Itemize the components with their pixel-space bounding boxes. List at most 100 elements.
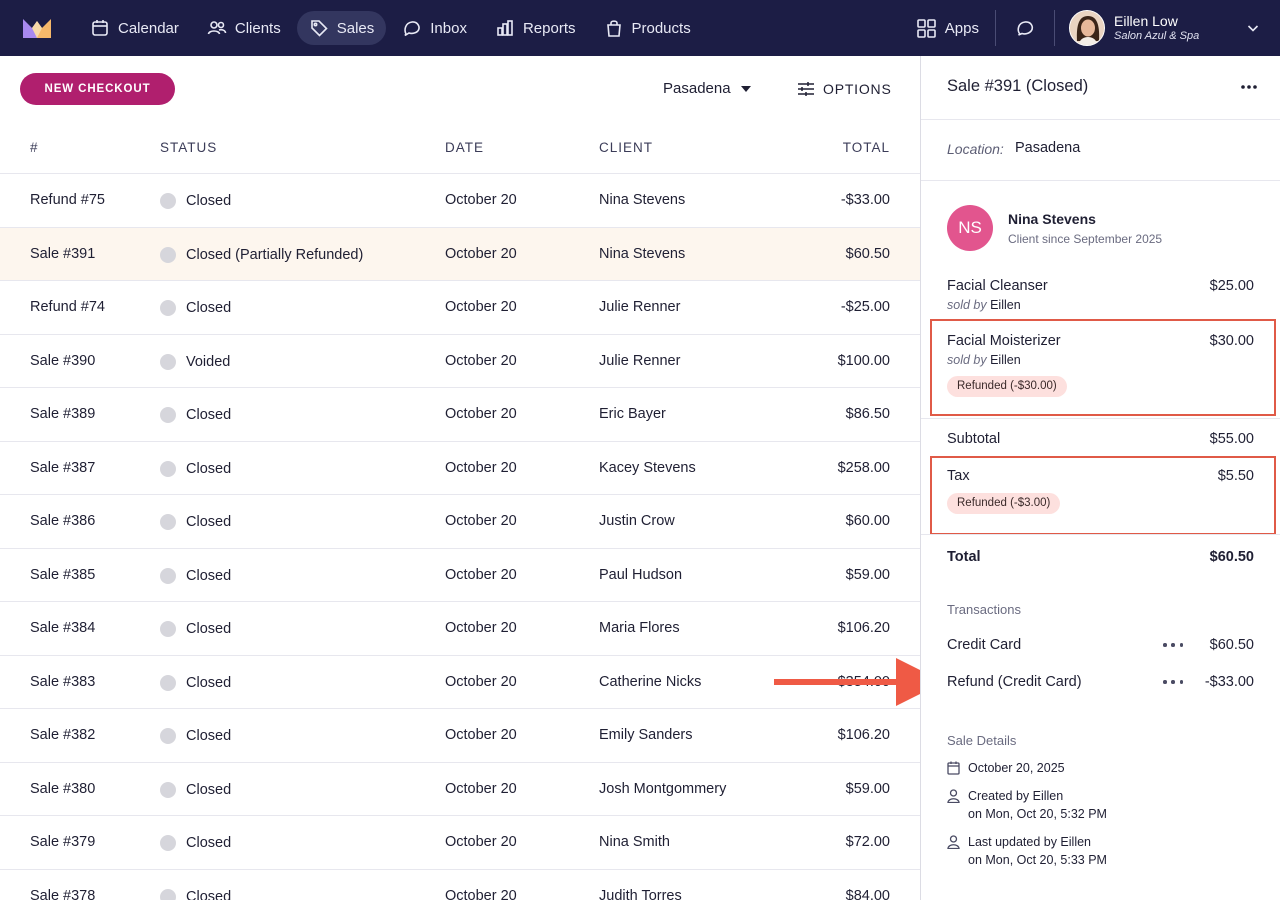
status-dot-icon [160,460,176,477]
transaction-more-button[interactable] [1163,677,1183,687]
detail-location: Location: Pasadena [921,120,1280,181]
column-header-client[interactable]: CLIENT [599,140,654,155]
more-horizontal-icon [1241,85,1257,89]
user-photo-icon [1070,11,1104,45]
table-row[interactable]: Sale #387 Closed October 20 Kacey Stevens $2… [0,442,920,495]
sale-status-label: Closed [186,460,232,477]
nav-reports[interactable]: Reports [483,11,588,45]
column-header-number[interactable]: # [30,140,39,155]
status-dot-icon [160,728,176,744]
sale-total: -$25.00 [840,299,890,315]
subtotal-value: $55.00 [1209,431,1254,447]
sale-date: October 20 [445,192,517,208]
sales-list-pane: NEW CHECKOUT Pasadena OPTIONS # STATUS D… [0,56,944,900]
highlight-box [930,319,1276,416]
column-header-total[interactable]: TOTAL [842,140,890,155]
updated-on-line: on Mon, Oct 20, 5:33 PM [968,853,1107,867]
sale-number: Sale #382 [30,727,96,743]
nav-sales[interactable]: Sales [296,11,387,45]
status-dot-icon [160,514,176,530]
table-row[interactable]: Sale #384 Closed October 20 Maria Flores $10… [0,602,920,656]
location-dropdown-value: Pasadena [663,80,731,97]
transaction-amount: -$33.00 [1204,674,1254,690]
sale-number: Sale #380 [30,780,96,797]
sale-client: Josh Montgommery [599,780,727,797]
table-row[interactable]: Refund #74 Closed October 20 Julie Renner -$… [0,281,920,335]
sale-status: Closed [160,888,231,900]
sale-total: $59.00 [845,566,890,583]
sale-date-row: October 20, 2025 [947,759,1065,777]
location-dropdown[interactable]: Pasadena [663,80,751,97]
nav-clients-label: Clients [234,19,281,37]
column-header-date[interactable]: DATE [445,140,485,155]
sale-client: Justin Crow [599,513,675,529]
table-row[interactable]: Sale #390 Voided October 20 Julie Renner $10… [0,335,920,388]
nav-clients[interactable]: Clients [195,11,293,45]
sales-table-body: Refund #75 Closed October 20 Nina Stevens -$… [0,174,920,900]
sale-date: October 20 [445,245,517,262]
table-row[interactable]: Refund #75 Closed October 20 Nina Stevens -$… [0,174,920,228]
sale-status-label: Closed [186,514,232,530]
nav-inbox[interactable]: Inbox [390,11,479,45]
table-row[interactable]: Sale #386 Closed October 20 Justin Crow $60.… [0,495,920,549]
chat-bubble-icon [1017,21,1034,36]
app-logo-icon[interactable] [22,17,52,39]
nav-inbox-label: Inbox [430,19,467,37]
person-icon [947,789,960,803]
user-menu[interactable]: Eillen Low Salon Azul & Spa [1055,10,1280,46]
apps-button[interactable]: Apps [916,18,995,39]
calendar-icon [92,20,108,36]
table-row[interactable]: Sale #385 Closed October 20 Paul Hudson $59.… [0,549,920,602]
sale-client: Paul Hudson [599,566,683,583]
table-row[interactable]: Sale #391 Closed (Partially Refunded) Octo… [0,227,920,281]
table-row[interactable]: Sale #383 Closed October 20 Catherine Nicks… [0,656,920,709]
status-dot-icon [160,193,176,209]
table-header: # STATUS DATE CLIENT TOTAL [0,120,920,174]
transaction-more-button[interactable] [1163,640,1183,650]
sale-status: Closed [160,728,231,744]
table-row[interactable]: Sale #382 Closed October 20 Emily Sanders $1… [0,709,920,763]
nav-right-group: Apps Eillen Low Salon Azul & Spa [916,0,1280,56]
user-avatar [1069,10,1105,46]
options-button[interactable]: OPTIONS [797,80,892,98]
sale-total: $100.00 [837,352,890,369]
caret-down-icon [740,85,751,92]
table-row[interactable]: Sale #389 Closed October 20 Eric Bayer $86.5… [0,388,920,442]
sale-status-label: Closed [186,407,232,423]
new-checkout-button[interactable]: NEW CHECKOUT [20,73,175,105]
nav-calendar[interactable]: Calendar [78,11,191,45]
options-label: OPTIONS [823,81,892,97]
sale-date: October 20 [445,620,517,636]
sale-total: $59.00 [845,780,890,797]
bag-icon [606,20,621,37]
total-value: $60.50 [1209,549,1254,565]
client-name[interactable]: Nina Stevens [1008,211,1096,227]
line-item-sold-by: sold by Eillen [947,353,1021,367]
table-row[interactable]: Sale #378 Closed October 20 Judith Torres $8… [0,870,920,900]
table-row[interactable]: Sale #380 Closed October 20 Josh Montgommer… [0,763,920,816]
tax-label: Tax [947,468,970,484]
created-by-line: Created by Eillen [968,789,1064,803]
messages-button[interactable] [996,0,1054,56]
sale-total: $106.20 [837,727,890,743]
column-header-status[interactable]: STATUS [160,140,218,155]
nav-products[interactable]: Products [592,11,703,45]
table-row[interactable]: Sale #379 Closed October 20 Nina Smith $72.0… [0,816,920,870]
client-avatar[interactable]: NS [947,205,993,251]
status-dot-icon [160,888,176,900]
sale-status-label: Closed [186,621,232,637]
main-nav: Calendar Clients Sales Inbox Reports Pro… [78,0,707,56]
status-dot-icon [160,407,176,423]
refunded-badge: Refunded (-$3.00) [947,493,1061,514]
sale-total: -$33.00 [840,192,890,208]
sale-client: Nina Smith [599,834,670,850]
nav-sales-label: Sales [336,19,375,37]
detail-header: Sale #391 (Closed) [921,56,1280,120]
clients-icon [207,21,227,35]
status-dot-icon [160,246,176,263]
more-options-button[interactable] [1233,76,1265,98]
transaction-amount: $60.50 [1209,637,1254,653]
user-info: Eillen Low Salon Azul & Spa [1114,13,1234,44]
sale-client: Nina Stevens [599,245,686,262]
sale-number: Sale #390 [30,352,96,369]
